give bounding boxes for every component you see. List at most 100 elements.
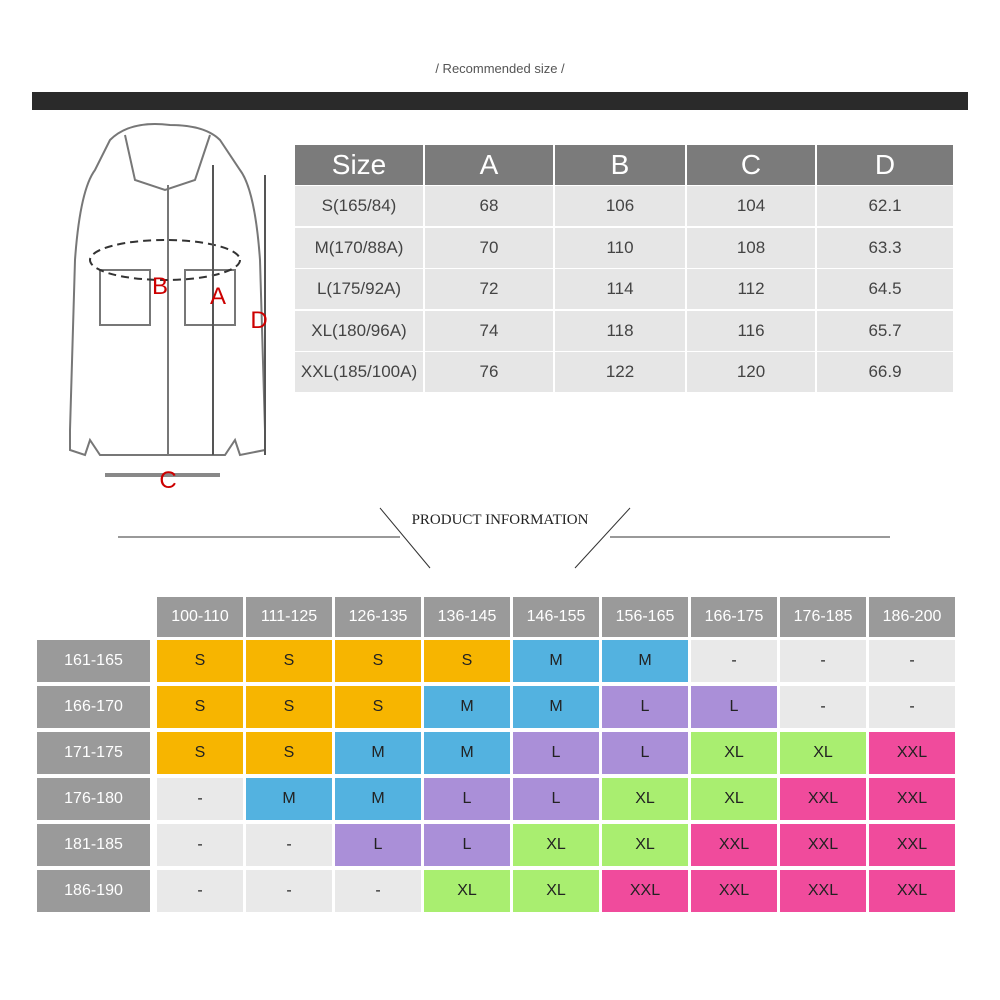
row-label: XXL(185/100A) — [295, 352, 425, 392]
dim-label: A — [209, 283, 226, 310]
size-cell: - — [157, 778, 243, 820]
row-label: XL(180/96A) — [295, 310, 425, 351]
size-cell: - — [157, 870, 243, 912]
table-cell: 114 — [555, 269, 687, 309]
size-cell: XXL — [869, 778, 955, 820]
table-cell: 64.5 — [817, 269, 955, 309]
column-header: 156-165 — [602, 597, 688, 637]
size-cell: L — [424, 778, 510, 820]
section-divider — [118, 507, 890, 569]
section-title: PRODUCT INFORMATION — [411, 511, 589, 528]
table-cell: 106 — [555, 186, 687, 226]
size-cell: S — [335, 686, 421, 728]
size-cell: XL — [691, 778, 777, 820]
size-cell: XXL — [869, 824, 955, 866]
size-cell: L — [691, 686, 777, 728]
table-cell: 72 — [425, 269, 555, 309]
size-cell: - — [157, 824, 243, 866]
size-cell: M — [513, 686, 599, 728]
row-header: 166-170 — [37, 686, 150, 728]
column-header: 146-155 — [513, 597, 599, 637]
size-cell: M — [424, 686, 510, 728]
jacket-drawing — [69, 123, 266, 477]
size-cell: - — [869, 686, 955, 728]
table-cell: 122 — [555, 352, 687, 392]
size-cell: L — [335, 824, 421, 866]
row-header: 176-180 — [37, 778, 150, 820]
size-cell: XL — [691, 732, 777, 774]
dim-label: C — [159, 467, 177, 494]
size-cell: XXL — [869, 870, 955, 912]
size-cell: S — [424, 640, 510, 682]
size-cell: XL — [513, 870, 599, 912]
size-cell: L — [424, 824, 510, 866]
row-header: 161-165 — [37, 640, 150, 682]
row-label: S(165/84) — [295, 186, 425, 226]
row-label: L(175/92A) — [295, 269, 425, 309]
table-cell: 76 — [425, 352, 555, 392]
size-cell: - — [780, 686, 866, 728]
size-cell: M — [335, 732, 421, 774]
size-cell: L — [513, 732, 599, 774]
size-cell: S — [335, 640, 421, 682]
size-cell: S — [157, 686, 243, 728]
size-cell: - — [246, 870, 332, 912]
table-cell: 63.3 — [817, 227, 955, 268]
row-header: 181-185 — [37, 824, 150, 866]
size-cell: S — [157, 640, 243, 682]
size-cell: S — [246, 732, 332, 774]
column-header: 100-110 — [157, 597, 243, 637]
size-cell: - — [780, 640, 866, 682]
size-cell: M — [513, 640, 599, 682]
size-cell: XL — [780, 732, 866, 774]
column-header: 186-200 — [869, 597, 955, 637]
size-cell: - — [246, 824, 332, 866]
column-header: 126-135 — [335, 597, 421, 637]
table-header: C — [687, 145, 817, 185]
size-cell: XL — [602, 824, 688, 866]
table-header: D — [817, 145, 955, 185]
size-cell: XXL — [602, 870, 688, 912]
size-cell: S — [246, 686, 332, 728]
dim-label: D — [250, 307, 268, 334]
table-cell: 108 — [687, 227, 817, 268]
table-header: Size — [295, 145, 425, 185]
row-header: 171-175 — [37, 732, 150, 774]
row-label: M(170/88A) — [295, 227, 425, 268]
size-cell: L — [602, 732, 688, 774]
table-header: A — [425, 145, 555, 185]
table-cell: 116 — [687, 310, 817, 351]
row-header: 186-190 — [37, 870, 150, 912]
size-cell: XL — [513, 824, 599, 866]
size-cell: S — [157, 732, 243, 774]
header-bar — [32, 92, 968, 110]
size-cell: M — [602, 640, 688, 682]
table-cell: 68 — [425, 186, 555, 226]
size-cell: L — [513, 778, 599, 820]
size-cell: S — [246, 640, 332, 682]
table-cell: 120 — [687, 352, 817, 392]
size-cell: XXL — [780, 870, 866, 912]
size-cell: M — [424, 732, 510, 774]
header-title: / Recommended size / — [435, 60, 565, 76]
table-cell: 104 — [687, 186, 817, 226]
table-cell: 62.1 — [817, 186, 955, 226]
table-cell: 118 — [555, 310, 687, 351]
dim-label: B — [151, 273, 168, 300]
size-cell: XXL — [780, 778, 866, 820]
size-cell: XXL — [691, 824, 777, 866]
table-cell: 65.7 — [817, 310, 955, 351]
size-cell: - — [691, 640, 777, 682]
column-header: 176-185 — [780, 597, 866, 637]
size-cell: XXL — [691, 870, 777, 912]
size-cell: XL — [424, 870, 510, 912]
table-cell: 112 — [687, 269, 817, 309]
table-cell: 66.9 — [817, 352, 955, 392]
column-header: 136-145 — [424, 597, 510, 637]
table-cell: 74 — [425, 310, 555, 351]
size-cell: XL — [602, 778, 688, 820]
size-cell: - — [335, 870, 421, 912]
table-cell: 70 — [425, 227, 555, 268]
table-cell: 110 — [555, 227, 687, 268]
